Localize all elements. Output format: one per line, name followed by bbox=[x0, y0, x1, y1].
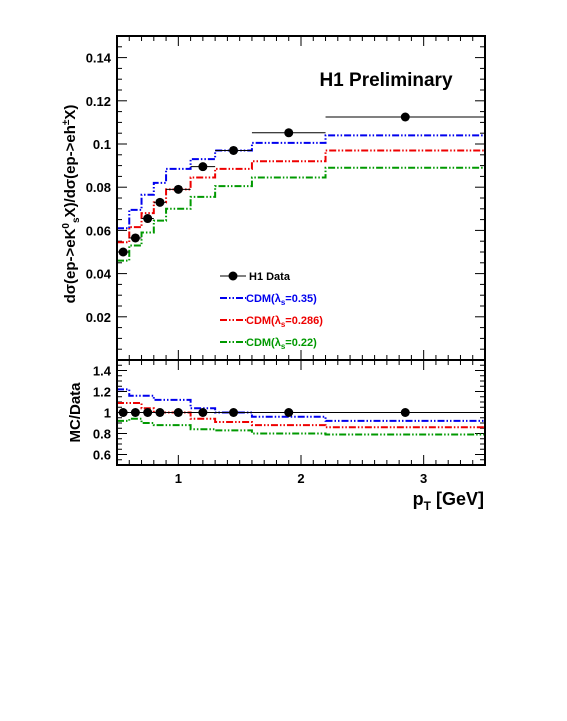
data-point bbox=[118, 247, 128, 257]
y-axis-title: dσ(ep->eK0sX)/dσ(ep->eh±X) bbox=[61, 105, 82, 304]
ratio-step-2 bbox=[117, 417, 485, 436]
y-tick-label: 0.06 bbox=[86, 223, 111, 238]
ratio-panel: 0.6 0.8 1 1.2 1.4 1 2 3 MC/Data pT [GeV] bbox=[67, 359, 486, 513]
data-point bbox=[229, 145, 239, 155]
y-tick-label: 0.1 bbox=[93, 137, 111, 152]
data-point bbox=[155, 197, 165, 207]
ratio-data-point bbox=[173, 408, 183, 417]
data-point bbox=[173, 184, 183, 194]
y-tick-label: 0.8 bbox=[93, 427, 111, 442]
ratio-data-point bbox=[155, 408, 165, 417]
y-tick-label: 0.14 bbox=[86, 51, 112, 66]
ratio-data-point bbox=[284, 408, 294, 417]
legend-series-label: CDM(λs=0.286) bbox=[246, 315, 323, 329]
y-tick-label: 0.04 bbox=[86, 267, 112, 282]
data-point bbox=[400, 112, 410, 122]
y-tick-label: 1.4 bbox=[93, 364, 112, 379]
legend-series-label: CDM(λs=0.35) bbox=[246, 293, 317, 307]
ratio-data-point bbox=[400, 408, 410, 417]
x-tick-label: 1 bbox=[175, 471, 182, 486]
data-point bbox=[130, 233, 140, 243]
ratio-data-point bbox=[143, 408, 153, 417]
ratio-step-1 bbox=[117, 402, 485, 429]
data-point bbox=[284, 128, 294, 138]
y-tick-label: 0.02 bbox=[86, 310, 111, 325]
ratio-data-point bbox=[118, 408, 128, 417]
ratio-frame bbox=[116, 359, 486, 466]
ratio-data-point bbox=[198, 408, 208, 417]
y-tick-label: 1 bbox=[104, 406, 111, 421]
legend-data-marker bbox=[228, 271, 238, 281]
plot-annotation: H1 Preliminary bbox=[319, 70, 452, 91]
legend: H1 Data CDM(λs=0.35) CDM(λs=0.286) CDM(λs=0… bbox=[220, 271, 323, 351]
model-step-2 bbox=[117, 166, 485, 262]
x-tick-label: 3 bbox=[420, 471, 427, 486]
data-point bbox=[198, 162, 208, 172]
ratio-step-0 bbox=[117, 388, 485, 422]
ratio-data-point bbox=[130, 408, 140, 417]
y-tick-label: 0.6 bbox=[93, 448, 111, 463]
legend-series-label: CDM(λs=0.22) bbox=[246, 337, 317, 351]
model-step-0 bbox=[117, 134, 485, 230]
ratio-y-axis-title: MC/Data bbox=[67, 382, 84, 443]
y-tick-label: 0.08 bbox=[86, 180, 111, 195]
x-tick-label: 2 bbox=[297, 471, 304, 486]
y-tick-label: 0.12 bbox=[86, 94, 111, 109]
model-step-1 bbox=[117, 149, 485, 244]
y-tick-label: 1.2 bbox=[93, 385, 111, 400]
ratio-data-point bbox=[229, 408, 239, 417]
main-panel: 0.02 0.04 0.06 0.08 0.1 0.12 0.14 H1 Preliminar… bbox=[61, 35, 486, 361]
legend-data-label: H1 Data bbox=[249, 271, 291, 283]
data-point bbox=[143, 214, 153, 224]
x-axis-title: pT [GeV] bbox=[413, 489, 484, 513]
